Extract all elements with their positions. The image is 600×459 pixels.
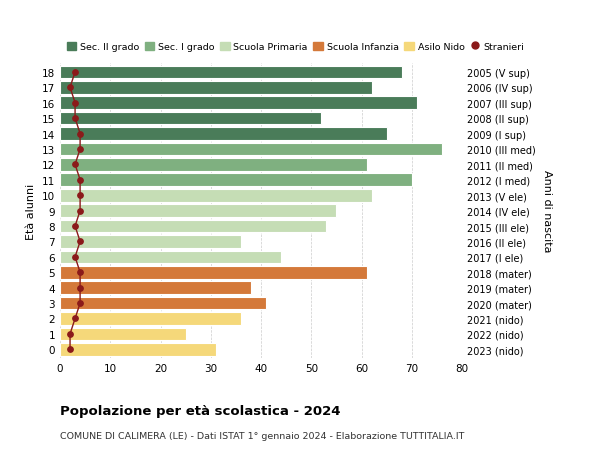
Point [76,207,85,215]
Point [70,223,80,230]
Point [65,84,75,92]
Bar [60,343,216,356]
Bar [60,251,281,263]
Bar [60,297,266,310]
Text: COMUNE DI CALIMERA (LE) - Dati ISTAT 1° gennaio 2024 - Elaborazione TUTTITALIA.I: COMUNE DI CALIMERA (LE) - Dati ISTAT 1° … [60,431,464,441]
Point [76,238,85,246]
Bar [60,82,371,95]
Bar [60,143,442,156]
Point [76,146,85,153]
Text: Popolazione per età scolastica - 2024: Popolazione per età scolastica - 2024 [60,404,341,417]
Bar [60,159,367,171]
Point [70,69,80,76]
Y-axis label: Anni di nascita: Anni di nascita [542,170,552,252]
Bar [60,282,251,294]
Y-axis label: Età alunni: Età alunni [26,183,37,239]
Point [70,315,80,323]
Bar [60,128,386,140]
Legend: Sec. II grado, Sec. I grado, Scuola Primaria, Scuola Infanzia, Asilo Nido, Stran: Sec. II grado, Sec. I grado, Scuola Prim… [65,41,526,54]
Bar [60,235,241,248]
Point [76,300,85,307]
Point [70,115,80,123]
Point [76,130,85,138]
Bar [60,220,326,233]
Point [76,177,85,184]
Point [65,330,75,338]
Point [65,346,75,353]
Point [70,100,80,107]
Bar [60,190,371,202]
Point [70,254,80,261]
Bar [60,328,185,341]
Bar [60,67,402,79]
Bar [60,97,417,110]
Point [70,161,80,168]
Bar [60,112,322,125]
Bar [60,174,412,187]
Bar [60,266,367,279]
Point [76,192,85,199]
Bar [60,313,241,325]
Point [76,269,85,276]
Point [76,285,85,292]
Bar [60,205,337,218]
